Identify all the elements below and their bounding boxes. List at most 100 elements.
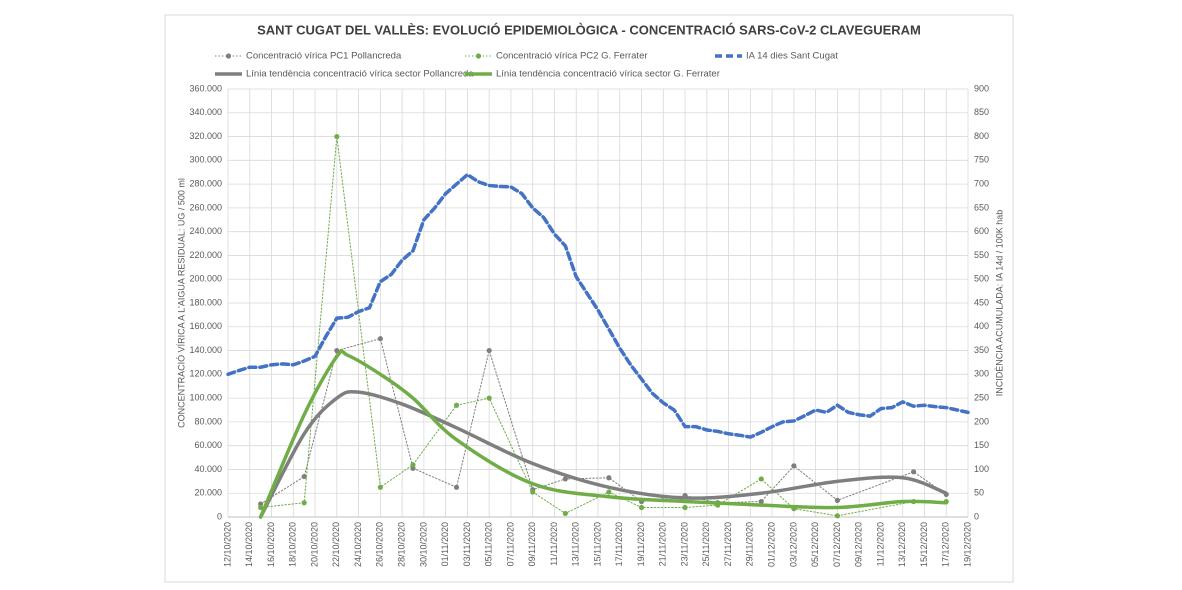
y2-tick-label: 600	[974, 226, 989, 236]
x-tick-label: 09/11/2020	[527, 522, 537, 566]
data-point	[410, 465, 416, 471]
data-point	[486, 395, 492, 401]
y-axis-label: CONCENTRACIÓ VÍRICA A L'AIGUA RESIDUAL: …	[176, 178, 186, 428]
y2-axis-label: INCIDÈNCIA ACUMULADA: IA 14d / 100K hab	[994, 210, 1004, 397]
y2-tick-label: 150	[974, 440, 989, 450]
x-tick-label: 03/11/2020	[462, 522, 472, 566]
data-point	[377, 484, 383, 490]
legend-label: IA 14 dies Sant Cugat	[746, 51, 838, 62]
x-tick-label: 14/10/2020	[244, 522, 254, 567]
x-tick-label: 19/12/2020	[962, 522, 972, 567]
y2-tick-label: 700	[974, 178, 989, 188]
legend-label: Línia tendència concentració vírica sect…	[496, 69, 720, 80]
data-point	[301, 473, 307, 480]
data-point	[791, 463, 797, 469]
y-tick-label: 340.000	[189, 107, 222, 117]
data-point	[910, 469, 917, 475]
x-tick-label: 01/12/2020	[766, 522, 776, 567]
y2-tick-label: 350	[974, 345, 989, 355]
x-tick-label: 09/12/2020	[854, 522, 864, 567]
y2-tick-label: 850	[974, 107, 989, 117]
x-tick-label: 27/11/2020	[723, 522, 733, 566]
data-point	[334, 133, 340, 140]
y-tick-label: 100.000	[189, 392, 222, 402]
x-tick-label: 17/11/2020	[614, 522, 624, 566]
data-point	[834, 513, 841, 519]
data-point	[682, 504, 688, 511]
x-tick-label: 22/10/2020	[331, 522, 341, 567]
x-tick-label: 29/11/2020	[745, 522, 755, 566]
y2-tick-label: 650	[974, 202, 989, 212]
data-point	[606, 475, 612, 481]
y-tick-label: 320.000	[189, 131, 222, 141]
y2-tick-label: 0	[974, 511, 979, 521]
x-tick-label: 13/11/2020	[571, 522, 581, 566]
x-tick-label: 23/11/2020	[679, 522, 689, 566]
x-tick-label: 15/11/2020	[592, 522, 602, 566]
x-tick-label: 15/12/2020	[919, 522, 929, 567]
data-point	[758, 476, 764, 482]
x-tick-label: 19/11/2020	[636, 522, 646, 566]
data-point	[334, 347, 340, 354]
x-tick-label: 11/11/2020	[549, 522, 559, 566]
data-point	[606, 489, 612, 495]
y2-tick-label: 100	[974, 464, 989, 474]
x-tick-label: 17/12/2020	[941, 522, 951, 567]
y-tick-label: 0	[217, 511, 222, 521]
series-line	[226, 172, 970, 439]
data-point	[453, 402, 460, 408]
y2-tick-label: 750	[974, 155, 989, 165]
y-tick-label: 220.000	[189, 250, 222, 260]
x-tick-label: 05/11/2020	[484, 522, 494, 566]
x-tick-label: 13/12/2020	[897, 522, 907, 567]
x-tick-label: 20/10/2020	[309, 522, 319, 567]
x-tick-label: 16/10/2020	[266, 522, 276, 567]
x-tick-label: 03/12/2020	[788, 522, 798, 567]
x-tick-label: 07/12/2020	[832, 522, 842, 567]
y-tick-label: 260.000	[189, 202, 222, 212]
legend-label: Línia tendència concentració vírica sect…	[246, 69, 474, 80]
data-point	[758, 498, 764, 505]
x-tick-label: 07/11/2020	[505, 522, 515, 566]
data-point	[258, 504, 264, 511]
y-tick-label: 20.000	[194, 488, 222, 498]
legend-label: Concentració vírica PC1 Pollancreda	[246, 51, 402, 62]
data-point	[562, 510, 568, 517]
y-tick-label: 360.000	[189, 83, 222, 93]
data-point	[377, 336, 383, 342]
y-tick-label: 40.000	[194, 464, 222, 474]
data-point	[301, 500, 307, 506]
x-tick-label: 05/12/2020	[810, 522, 820, 567]
y-tick-label: 240.000	[189, 226, 222, 236]
y2-tick-label: 450	[974, 297, 989, 307]
data-point	[453, 484, 460, 490]
data-point	[258, 501, 264, 507]
legend-label: Concentració vírica PC2 G. Ferrater	[496, 51, 648, 62]
data-point	[638, 504, 645, 511]
data-point	[486, 347, 492, 354]
x-tick-label: 21/11/2020	[658, 522, 668, 566]
legend-marker	[475, 53, 482, 59]
series-line	[260, 338, 947, 505]
y-tick-label: 280.000	[189, 178, 222, 188]
series-line	[258, 389, 948, 519]
x-tick-label: 24/10/2020	[353, 522, 363, 567]
series-line	[258, 349, 948, 519]
x-tick-label: 25/11/2020	[701, 522, 711, 566]
y-tick-label: 180.000	[189, 297, 222, 307]
data-point	[410, 462, 416, 468]
y-tick-label: 120.000	[189, 369, 222, 379]
y2-tick-label: 500	[974, 274, 989, 284]
y2-tick-label: 900	[974, 83, 989, 93]
series-line	[260, 136, 947, 517]
x-tick-label: 28/10/2020	[396, 522, 406, 567]
y-tick-label: 140.000	[189, 345, 222, 355]
y-tick-label: 200.000	[189, 274, 222, 284]
y-tick-label: 300.000	[189, 155, 222, 165]
x-tick-label: 11/12/2020	[875, 522, 885, 566]
y2-tick-label: 800	[974, 131, 989, 141]
y2-tick-label: 50	[974, 488, 984, 498]
data-point	[530, 489, 536, 495]
y-tick-label: 80.000	[194, 416, 222, 426]
